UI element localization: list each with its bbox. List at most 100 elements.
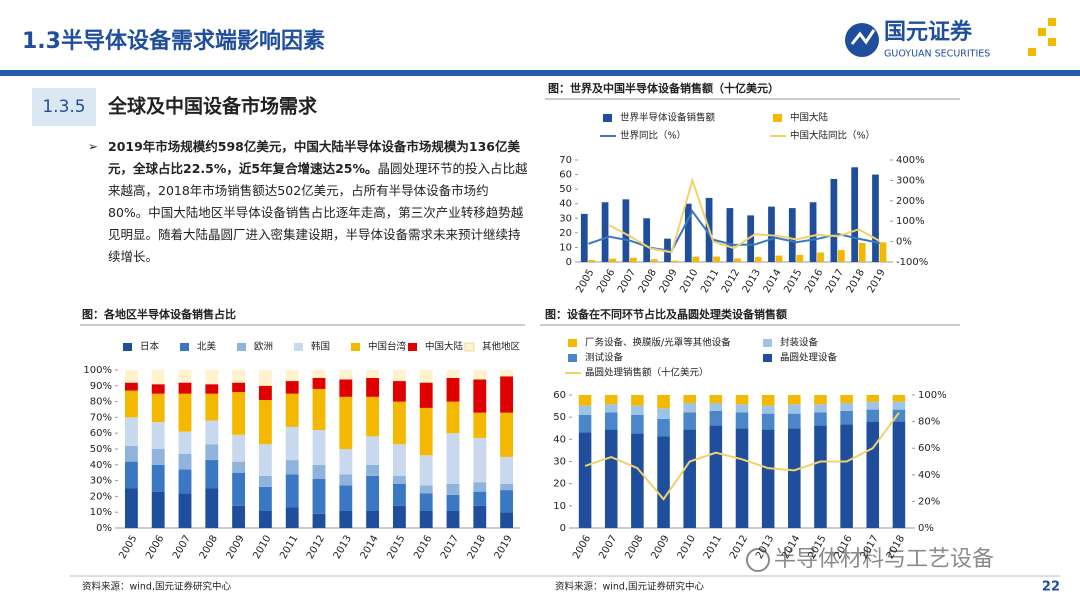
bar-segment [473, 491, 487, 506]
x-tick-label: 2012 [305, 534, 327, 562]
bar [809, 202, 817, 262]
bar-segment [258, 400, 272, 445]
x-tick-label: 2011 [702, 534, 724, 562]
bar-segment [473, 379, 487, 413]
bar-segment [892, 409, 906, 422]
bar [713, 256, 720, 262]
bar-segment [285, 474, 299, 508]
bar-segment [735, 412, 749, 429]
bar [879, 242, 887, 262]
legend-swatch [603, 114, 612, 122]
y2-tick-label: 300% [896, 175, 925, 186]
bar-segment [366, 370, 380, 378]
bar-segment [205, 460, 219, 489]
bar-segment [124, 445, 138, 462]
page-number: 22 [1042, 580, 1060, 595]
bar-segment [709, 410, 723, 426]
legend-swatch [351, 343, 360, 351]
bar-segment [178, 469, 192, 494]
bar [788, 208, 796, 262]
x-tick-label: 2010 [678, 268, 700, 296]
y-tick-label: 90% [90, 381, 112, 392]
bar-segment [258, 385, 272, 401]
bar-segment [446, 433, 460, 484]
x-tick-label: 2008 [198, 534, 220, 562]
bar [872, 174, 879, 262]
legend-swatch [773, 114, 782, 122]
bullet-text: 2019年市场规模约598亿美元，中国大陆半导体设备市场规模为136亿美元，全球… [108, 136, 528, 268]
bar-segment [124, 417, 138, 446]
bar-segment [761, 395, 775, 406]
bar-segment [285, 460, 299, 475]
bar-segment [312, 430, 326, 465]
legend-swatch [294, 343, 303, 351]
section-box [32, 88, 96, 126]
bar-segment [232, 505, 246, 528]
bar [580, 213, 588, 262]
x-tick-label: 2013 [754, 534, 776, 562]
bar-segment [446, 401, 460, 434]
y2-tick-label: 400% [896, 155, 925, 166]
x-tick-label: 2011 [699, 268, 721, 296]
bar [588, 260, 596, 262]
x-tick-label: 2017 [439, 534, 461, 562]
bar-segment [500, 512, 514, 528]
bar [650, 259, 658, 262]
bar-segment [709, 402, 723, 411]
bar-segment [312, 377, 326, 389]
bar-segment [151, 449, 165, 465]
bar-segment [258, 370, 272, 386]
line [584, 412, 900, 501]
header-title: 1.3半导体设备需求端影响因素 [22, 28, 325, 54]
legend-swatch [237, 343, 246, 351]
legend-swatch [763, 339, 772, 347]
bar-segment [840, 424, 853, 528]
bar-segment [446, 370, 460, 378]
bar-segment [578, 432, 592, 528]
bar-segment [814, 404, 827, 413]
bar-segment [788, 404, 801, 414]
bar-segment [151, 384, 165, 394]
x-tick-label: 2019 [866, 268, 888, 296]
y-tick-label: 100% [83, 365, 112, 376]
bar-segment [366, 396, 380, 437]
bar [830, 178, 838, 262]
bar-segment [312, 513, 326, 528]
x-tick-label: 2007 [597, 534, 619, 562]
y-tick-label: 20% [90, 491, 112, 502]
legend-label: 世界同比（%） [620, 130, 686, 142]
bar-segment [604, 395, 618, 405]
bar-segment [866, 409, 880, 422]
y2-tick-label: 20% [918, 496, 940, 507]
y2-tick-label: 60% [918, 443, 940, 454]
bar-segment [312, 464, 326, 480]
x-tick-label: 2005 [574, 268, 596, 296]
y-tick-label: 10 [553, 501, 566, 512]
bar-segment [312, 388, 326, 431]
bar-segment [124, 382, 138, 391]
bar-segment [151, 370, 165, 385]
y-tick-label: 50 [559, 184, 572, 195]
bar-segment [473, 437, 487, 483]
bar-segment [285, 370, 299, 382]
y-tick-label: 30 [553, 457, 566, 468]
bar-segment [604, 429, 618, 528]
bar-segment [473, 412, 487, 438]
bar-segment [500, 490, 514, 513]
legend-swatch [123, 343, 132, 351]
bar-segment [392, 483, 406, 506]
chart-title: 图：各地区半导体设备销售占比 [82, 307, 236, 321]
watermark: 半导体材料与工艺设备 [774, 547, 994, 572]
bar-segment [788, 428, 801, 528]
x-tick-label: 2016 [412, 534, 434, 562]
bar-segment [124, 488, 138, 528]
bar-segment [683, 395, 696, 403]
bar-segment [446, 377, 460, 402]
bar-segment [178, 382, 192, 394]
y-tick-label: 60% [90, 428, 112, 439]
bar-segment [392, 444, 406, 476]
y-tick-label: 0 [560, 523, 566, 534]
bar-segment [366, 377, 380, 397]
y2-tick-label: 40% [918, 470, 940, 481]
bar [754, 257, 762, 262]
